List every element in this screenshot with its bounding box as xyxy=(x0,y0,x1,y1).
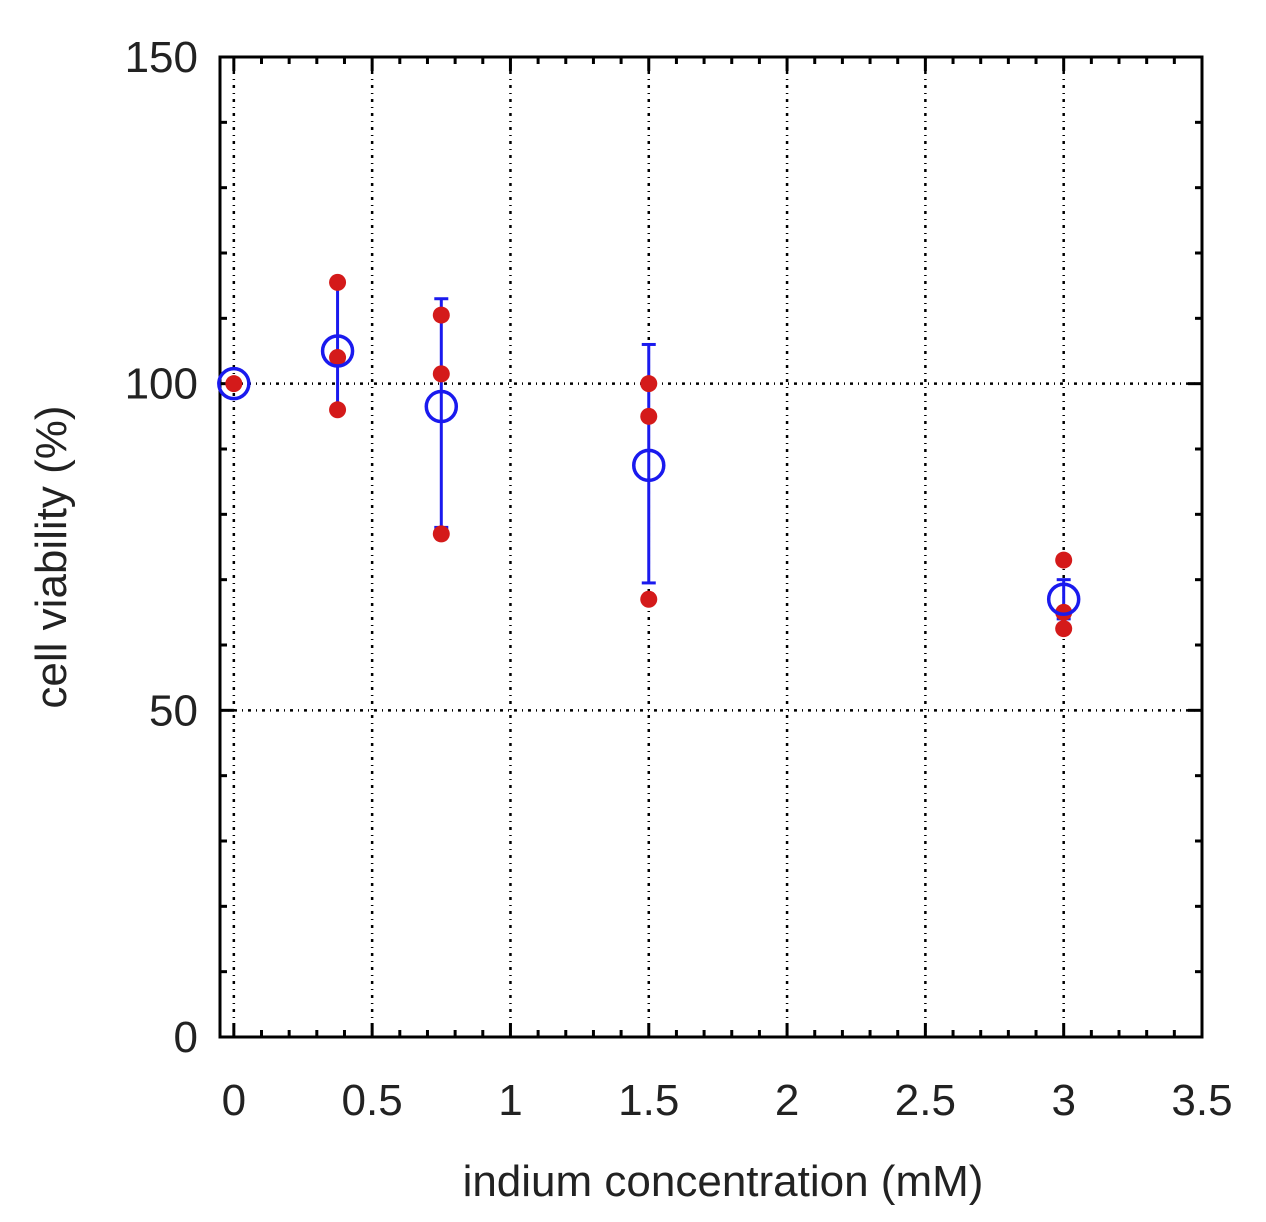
replicate-point xyxy=(329,273,347,291)
x-tick-label: 2 xyxy=(775,1076,799,1125)
y-axis-label: cell viability (%) xyxy=(27,405,76,708)
replicate-point xyxy=(1055,603,1073,621)
x-tick-label: 1 xyxy=(498,1076,522,1125)
y-tick-label: 150 xyxy=(125,33,198,82)
replicate-point xyxy=(432,525,450,543)
x-tick-label: 0 xyxy=(222,1076,246,1125)
x-tick-label: 3 xyxy=(1051,1076,1075,1125)
mean-point xyxy=(424,389,459,424)
mean-point xyxy=(632,448,666,483)
replicate-point xyxy=(432,306,450,324)
y-tick-label: 100 xyxy=(125,360,198,409)
x-tick-label: 0.5 xyxy=(342,1076,403,1125)
replicate-points xyxy=(225,273,1073,638)
x-tick-labels: 0 0.5 1 1.5 2 2.5 3 3.5 xyxy=(222,1076,1233,1125)
replicate-point xyxy=(329,401,347,419)
y-tick-label: 50 xyxy=(149,686,198,735)
error-bars xyxy=(330,280,1071,621)
replicate-point xyxy=(1055,551,1073,569)
replicate-point xyxy=(640,375,658,393)
plot-frame xyxy=(218,55,1204,1039)
x-tick-label: 3.5 xyxy=(1171,1076,1232,1125)
mean-points xyxy=(217,334,1081,617)
grid-layer xyxy=(220,57,1202,1037)
mean-point xyxy=(320,334,355,368)
x-tick-label: 2.5 xyxy=(895,1076,956,1125)
replicate-point xyxy=(432,365,450,383)
x-axis-label: indium concentration (mM) xyxy=(463,1157,984,1206)
replicate-point xyxy=(640,407,658,425)
replicate-point xyxy=(1055,620,1073,638)
ticks-layer xyxy=(220,55,1204,1039)
replicate-point xyxy=(225,375,243,393)
y-tick-label: 0 xyxy=(174,1013,198,1062)
replicate-point xyxy=(640,590,658,608)
mean-point xyxy=(1046,582,1081,617)
mean-point xyxy=(217,366,251,401)
x-tick-label: 1.5 xyxy=(618,1076,679,1125)
replicate-point xyxy=(329,349,347,367)
y-tick-labels: 0 50 100 150 xyxy=(125,33,198,1062)
